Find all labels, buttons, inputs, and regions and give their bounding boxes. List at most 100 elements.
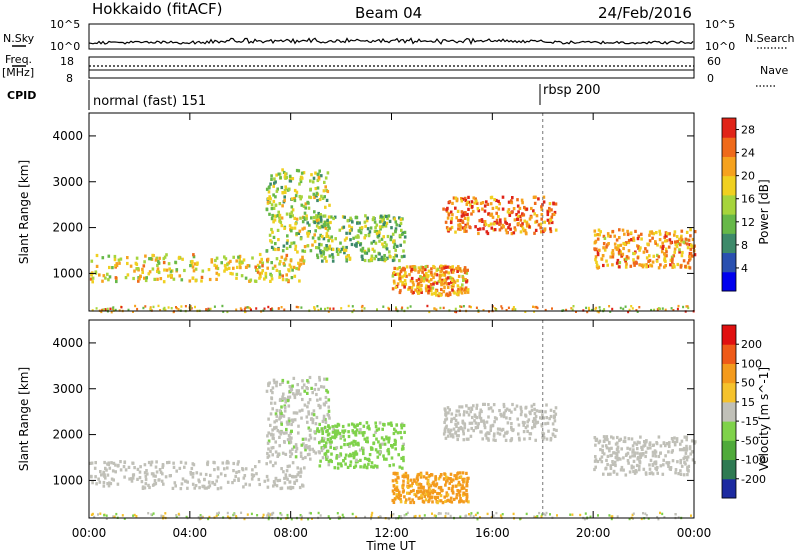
velocity-echo-cell	[508, 417, 512, 421]
velocity-echo-cell	[272, 433, 275, 437]
velocity-echo-cell	[299, 454, 303, 458]
power-echo-cell	[300, 175, 303, 179]
velocity-echo-cell	[322, 417, 326, 421]
velocity-echo-cell	[607, 447, 611, 451]
velocity-echo-cell	[203, 478, 206, 482]
power-echo-cell	[519, 218, 523, 222]
power-echo-cell	[320, 243, 323, 247]
power-echo-cell	[442, 207, 445, 211]
power-ground-scatter-cell	[376, 308, 378, 311]
velocity-echo-cell	[94, 461, 97, 465]
power-echo-cell	[317, 246, 321, 250]
velocity-echo-cell	[651, 450, 655, 454]
power-echo-cell	[546, 212, 550, 217]
velocity-ground-scatter-cell	[337, 515, 340, 519]
power-echo-cell	[420, 279, 423, 283]
velocity-echo-cell	[450, 417, 453, 421]
power-echo-cell	[107, 278, 110, 282]
velocity-ground-scatter-cell	[232, 513, 235, 517]
velocity-echo-cell	[691, 450, 695, 454]
power-echo-cell	[528, 217, 532, 221]
velocity-echo-cell	[151, 483, 155, 487]
velocity-echo-cell	[553, 419, 557, 423]
power-echo-cell	[652, 232, 655, 236]
power-echo-cell	[326, 189, 330, 194]
power-echo-cell	[543, 228, 546, 232]
velocity-echo-cell	[219, 472, 223, 476]
velocity-echo-cell	[454, 484, 458, 488]
velocity-echo-cell	[611, 460, 614, 464]
power-ground-scatter-cell	[442, 306, 445, 310]
power-echo-cell	[379, 227, 382, 231]
velocity-echo-cell	[328, 440, 332, 444]
power-echo-cell	[272, 206, 276, 210]
velocity-echo-cell	[423, 489, 426, 493]
velocity-echo-cell	[632, 448, 635, 452]
velocity-echo-cell	[114, 463, 117, 467]
velocity-echo-cell	[551, 422, 555, 426]
velocity-echo-cell	[407, 479, 410, 483]
power-echo-cell	[651, 260, 655, 264]
velocity-echo-cell	[689, 452, 692, 456]
velocity-echo-cell	[681, 448, 684, 452]
velocity-echo-cell	[447, 428, 450, 432]
velocity-ground-scatter-cell	[659, 511, 661, 515]
power-echo-cell	[293, 226, 297, 230]
power-echo-cell	[358, 226, 362, 230]
power-ground-scatter-cell	[184, 305, 187, 308]
power-echo-cell	[280, 216, 284, 220]
velocity-echo-cell	[439, 485, 443, 490]
velocity-ground-scatter-cell	[351, 512, 354, 516]
power-echo-cell	[268, 195, 271, 199]
power-echo-cell	[656, 253, 659, 257]
x-tick-label: 08:00	[273, 526, 308, 540]
velocity-echo-cell	[154, 465, 158, 469]
velocity-echo-cell	[617, 450, 620, 454]
velocity-echo-cell	[363, 456, 367, 461]
power-echo-cell	[554, 228, 558, 232]
velocity-ground-scatter-cell	[645, 514, 648, 517]
velocity-colorbar-swatch	[722, 478, 736, 499]
power-echo-cell	[336, 252, 340, 256]
power-echo-cell	[389, 255, 392, 259]
velocity-echo-cell	[657, 435, 661, 439]
power-echo-cell	[349, 216, 352, 220]
velocity-echo-cell	[443, 429, 447, 433]
velocity-echo-cell	[318, 375, 321, 380]
velocity-echo-cell	[465, 488, 468, 493]
velocity-echo-cell	[277, 452, 281, 456]
velocity-echo-cell	[352, 443, 355, 447]
velocity-echo-cell	[394, 472, 397, 476]
velocity-echo-cell	[110, 461, 113, 465]
velocity-ground-scatter-cell	[261, 516, 264, 519]
power-echo-cell	[149, 257, 153, 261]
velocity-echo-cell	[273, 401, 277, 405]
power-echo-cell	[442, 271, 446, 275]
velocity-echo-cell	[480, 430, 483, 434]
velocity-echo-cell	[335, 454, 339, 458]
power-echo-cell	[416, 284, 419, 288]
power-echo-cell	[339, 241, 342, 245]
power-echo-cell	[416, 290, 419, 294]
velocity-echo-cell	[671, 459, 675, 463]
power-echo-cell	[324, 205, 327, 209]
power-echo-cell	[117, 258, 121, 262]
power-ground-scatter-cell	[608, 305, 611, 308]
power-echo-cell	[277, 172, 281, 176]
power-echo-cell	[302, 171, 306, 175]
power-echo-cell	[609, 234, 612, 238]
velocity-echo-cell	[102, 480, 106, 485]
velocity-echo-cell	[346, 442, 349, 447]
power-echo-cell	[288, 212, 292, 216]
power-echo-cell	[328, 236, 331, 240]
velocity-ground-scatter-cell	[495, 511, 498, 515]
power-echo-cell	[398, 276, 402, 281]
power-echo-cell	[618, 261, 622, 265]
velocity-echo-cell	[271, 464, 275, 468]
power-echo-cell	[450, 268, 453, 272]
velocity-echo-cell	[147, 483, 150, 487]
velocity-echo-cell	[352, 451, 355, 455]
velocity-echo-cell	[166, 461, 169, 465]
power-echo-cell	[446, 276, 450, 280]
velocity-echo-cell	[363, 463, 367, 467]
